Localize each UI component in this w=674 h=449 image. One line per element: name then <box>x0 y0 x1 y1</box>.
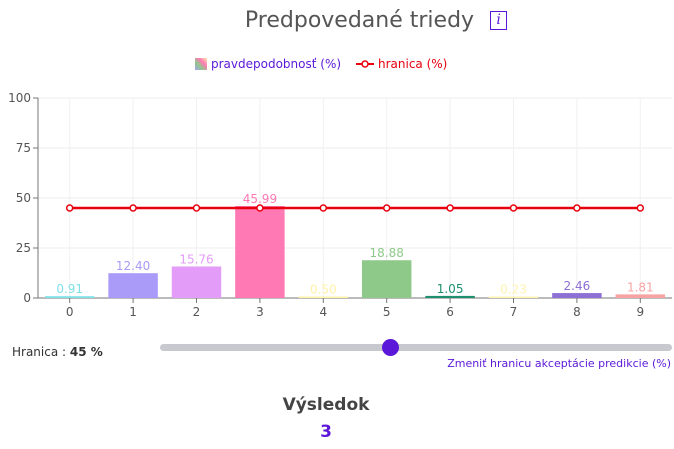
bar-value-label: 0.91 <box>56 282 83 296</box>
bar-value-label: 1.81 <box>627 280 654 294</box>
x-tick-label: 8 <box>573 305 581 319</box>
bar-class-2[interactable] <box>171 266 222 298</box>
y-tick-label: 50 <box>16 191 31 205</box>
y-tick-label: 100 <box>8 91 31 105</box>
x-tick-label: 5 <box>383 305 391 319</box>
legend-item-probability[interactable]: pravdepodobnosť (%) <box>195 57 341 71</box>
bar-class-0[interactable] <box>44 296 95 298</box>
x-tick-label: 3 <box>256 305 264 319</box>
bar-value-label: 0.50 <box>310 283 337 297</box>
bar-value-label: 1.05 <box>437 282 464 296</box>
bar-class-1[interactable] <box>108 273 158 298</box>
threshold-label-text: Hranica : <box>12 345 67 359</box>
bar-value-label: 15.76 <box>179 252 213 266</box>
bar-class-8[interactable] <box>552 293 602 298</box>
x-tick-label: 2 <box>193 305 201 319</box>
bar-value-label: 45.99 <box>243 192 277 206</box>
threshold-marker[interactable] <box>382 204 391 212</box>
bar-class-5[interactable] <box>361 260 412 298</box>
bar-value-label: 2.46 <box>564 279 591 293</box>
legend-item-threshold[interactable]: hranica (%) <box>356 57 447 71</box>
threshold-slider-track[interactable] <box>160 344 672 351</box>
x-tick-label: 6 <box>446 305 454 319</box>
x-tick-label: 7 <box>510 305 518 319</box>
bar-class-7[interactable] <box>488 296 539 299</box>
threshold-slider-thumb[interactable] <box>381 339 399 356</box>
threshold-marker[interactable] <box>446 204 454 212</box>
legend-swatch-probability <box>195 58 207 70</box>
y-tick-label: 25 <box>16 241 31 255</box>
result-value: 3 <box>320 422 332 442</box>
page-title: Predpovedané triedy <box>244 7 475 33</box>
bar-value-label: 0.23 <box>500 283 527 297</box>
bar-class-3[interactable] <box>235 206 285 298</box>
bar-value-label: 12.40 <box>116 259 150 273</box>
legend-marker-threshold <box>361 60 369 68</box>
threshold-label: Hranica : 45 % <box>12 345 103 359</box>
threshold-value: 45 % <box>69 345 103 359</box>
prediction-chart: pravdepodobnosť (%) hranica (%) 02550751… <box>8 57 672 319</box>
bar-class-4[interactable] <box>298 296 349 299</box>
x-tick-label: 4 <box>319 305 327 319</box>
y-tick-label: 75 <box>16 141 31 155</box>
plot-area: 02550751000.91012.40115.76245.9930.50418… <box>8 91 672 319</box>
threshold-marker[interactable] <box>192 204 201 212</box>
x-tick-label: 1 <box>129 305 137 319</box>
y-tick-label: 0 <box>23 291 31 305</box>
threshold-slider-hint: Zmeniť hranicu akceptácie predikcie (%) <box>447 357 671 370</box>
bar-class-6[interactable] <box>425 295 475 298</box>
threshold-marker[interactable] <box>319 204 328 212</box>
bar-class-9[interactable] <box>615 294 666 298</box>
header: Predpovedané triedy i <box>0 0 674 40</box>
result-label: Výsledok <box>282 395 370 415</box>
threshold-marker[interactable] <box>636 204 645 212</box>
threshold-marker[interactable] <box>256 204 264 212</box>
x-tick-label: 0 <box>66 305 74 319</box>
threshold-marker[interactable] <box>573 204 581 212</box>
x-tick-label: 9 <box>636 305 644 319</box>
threshold-marker[interactable] <box>509 204 518 212</box>
bar-value-label: 18.88 <box>370 246 404 260</box>
info-icon[interactable]: i <box>490 10 508 30</box>
threshold-marker[interactable] <box>65 204 74 212</box>
threshold-marker[interactable] <box>129 204 137 212</box>
legend: pravdepodobnosť (%) hranica (%) <box>195 57 447 71</box>
legend-label-threshold: hranica (%) <box>378 57 447 71</box>
legend-label-probability: pravdepodobnosť (%) <box>211 57 341 71</box>
